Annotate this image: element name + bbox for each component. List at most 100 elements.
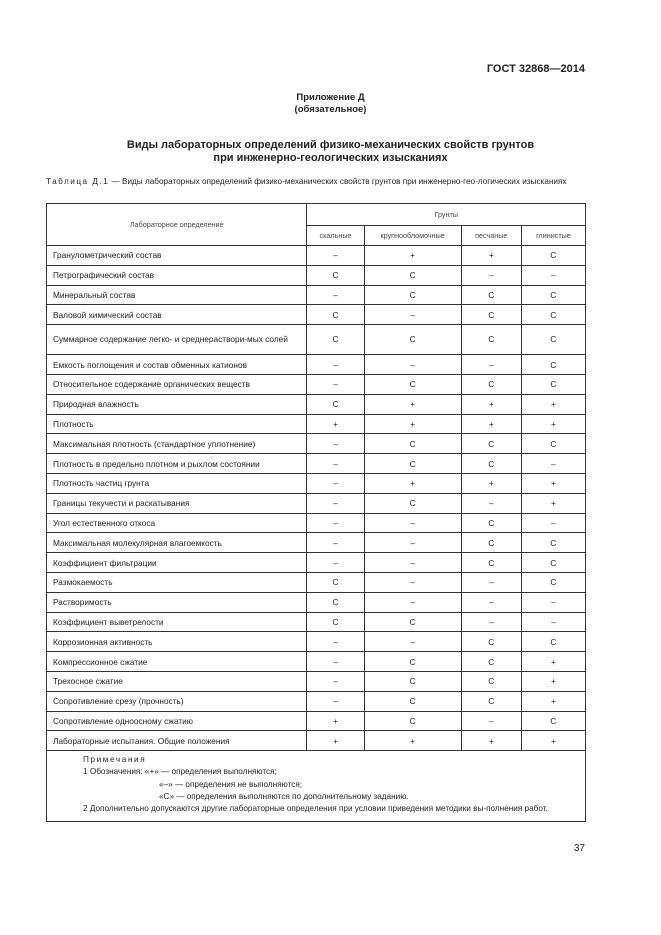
- row-value: +: [363, 472, 462, 494]
- row-value: –: [306, 284, 365, 306]
- row-value: –: [460, 591, 522, 613]
- row-value: +: [460, 472, 522, 494]
- row-label: Относительное содержание органических ве…: [45, 373, 308, 395]
- table-row: Максимальная молекулярная влагоемкость – –…: [45, 532, 587, 554]
- row-value: –: [363, 631, 462, 653]
- col-header-coarse: крупнообломочные: [363, 225, 462, 246]
- row-value: –: [306, 631, 365, 653]
- row-label: Компрессионное сжатие: [45, 651, 308, 672]
- row-value: +: [520, 492, 587, 514]
- row-value: С: [363, 324, 462, 356]
- row-value: +: [460, 393, 522, 415]
- table-row: Гранулометрический состав – + + С: [45, 245, 587, 266]
- row-value: –: [363, 304, 462, 326]
- row-label: Размокаемость: [45, 571, 308, 593]
- row-value: +: [520, 393, 587, 415]
- row-value: –: [520, 591, 587, 613]
- row-value: С: [460, 373, 522, 395]
- row-value: С: [363, 264, 462, 286]
- row-value: С: [363, 651, 462, 672]
- table-row: Плотность в предельно плотном и рыхлом с…: [45, 453, 587, 474]
- row-value: С: [460, 670, 522, 692]
- row-value: –: [306, 245, 365, 266]
- table-row: Коэффициент фильтрации – – С С: [45, 552, 587, 573]
- row-value: С: [520, 304, 587, 326]
- row-value: С: [520, 284, 587, 306]
- row-value: +: [460, 730, 522, 752]
- col-header-lab: Лабораторное определение: [45, 203, 308, 246]
- row-value: –: [363, 571, 462, 593]
- row-value: +: [363, 413, 462, 435]
- row-value: +: [520, 413, 587, 435]
- row-value: –: [460, 492, 522, 514]
- row-label: Гранулометрический состав: [45, 245, 308, 266]
- row-value: С: [306, 324, 365, 356]
- note-1-minus: «–» — определения не выполняются;: [159, 779, 303, 789]
- appendix-title: Приложение Д: [296, 92, 365, 103]
- row-label: Максимальная плотность (стандартное упло…: [45, 433, 308, 455]
- table-row: Коэффициент выветрелости С С – –: [45, 611, 587, 633]
- row-value: С: [520, 373, 587, 395]
- row-value: С: [363, 690, 462, 712]
- row-value: С: [460, 284, 522, 306]
- row-value: –: [363, 532, 462, 554]
- row-label: Лабораторные испытания. Общие положения: [45, 730, 308, 752]
- table-row: Сопротивление одноосному сжатию + С – С: [45, 710, 587, 732]
- row-label: Коэффициент выветрелости: [45, 611, 308, 633]
- row-value: –: [363, 591, 462, 613]
- row-value: +: [520, 472, 587, 494]
- note-1: 1 Обозначения: «+» — определения выполня…: [83, 767, 277, 777]
- row-label: Плотность: [45, 413, 308, 435]
- col-group-soils: Грунты: [306, 203, 586, 226]
- row-value: С: [520, 631, 587, 653]
- row-value: С: [520, 245, 587, 266]
- row-value: С: [460, 453, 522, 474]
- row-label: Сопротивление одноосному сжатию: [45, 710, 308, 732]
- table-row: Сопротивление срезу (прочность) – С С +: [45, 690, 587, 712]
- row-value: +: [520, 651, 587, 672]
- row-value: С: [460, 532, 522, 554]
- row-value: С: [460, 690, 522, 712]
- row-label: Коррозионная активность: [45, 631, 308, 653]
- row-value: +: [520, 670, 587, 692]
- row-label: Трехосное сжатие: [45, 670, 308, 692]
- row-value: С: [520, 433, 587, 455]
- row-value: С: [460, 433, 522, 455]
- row-value: –: [306, 651, 365, 672]
- row-value: –: [306, 670, 365, 692]
- table-row: Плотность частиц грунта – + + +: [45, 472, 587, 494]
- row-value: С: [363, 433, 462, 455]
- row-value: –: [520, 512, 587, 534]
- row-value: +: [460, 245, 522, 266]
- row-label: Сопротивление срезу (прочность): [45, 690, 308, 712]
- col-header-rocky: скальные: [306, 225, 365, 246]
- row-value: +: [460, 413, 522, 435]
- heading-line-1: Виды лабораторных определений физико-мех…: [126, 139, 535, 151]
- caption-label: Таблица Д.1: [46, 177, 110, 186]
- row-value: –: [306, 433, 365, 455]
- table-row: Трехосное сжатие – С С +: [45, 670, 587, 692]
- table-row: Угол естественного откоса – – С –: [45, 512, 587, 534]
- row-value: С: [306, 393, 365, 415]
- row-label: Плотность в предельно плотном и рыхлом с…: [45, 453, 308, 474]
- row-value: –: [306, 512, 365, 534]
- col-header-clay: глинистые: [520, 225, 587, 246]
- table-row: Емкость поглощения и состав обменных кат…: [45, 354, 587, 375]
- row-value: –: [460, 354, 522, 375]
- table-row: Лабораторные испытания. Общие положения +…: [45, 730, 587, 752]
- note-2: 2 Дополнительно допускаются другие лабор…: [83, 804, 548, 814]
- row-label: Валовой химический состав: [45, 304, 308, 326]
- row-value: –: [520, 264, 587, 286]
- row-value: +: [520, 690, 587, 712]
- table-row: Петрографический состав С С – –: [45, 264, 587, 286]
- row-label: Емкость поглощения и состав обменных кат…: [45, 354, 308, 375]
- row-label: Коэффициент фильтрации: [45, 552, 308, 573]
- row-value: С: [520, 354, 587, 375]
- caption-text: — Виды лабораторных определений физико-м…: [109, 177, 567, 186]
- table-row: Суммарное содержание легко- и среднераст…: [45, 324, 587, 356]
- row-value: С: [306, 264, 365, 286]
- notes-title: Примечания: [83, 755, 147, 765]
- row-label: Растворимость: [45, 591, 308, 613]
- row-value: С: [520, 571, 587, 593]
- row-value: –: [460, 571, 522, 593]
